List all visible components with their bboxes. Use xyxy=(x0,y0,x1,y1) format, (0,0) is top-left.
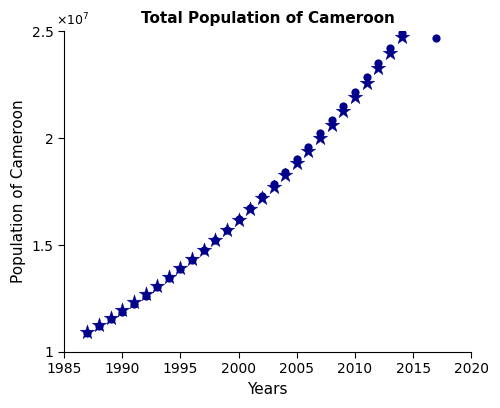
Point xyxy=(316,135,324,141)
Point xyxy=(362,74,370,81)
Point xyxy=(421,0,429,7)
Text: $\times$10$^7$: $\times$10$^7$ xyxy=(56,12,90,28)
Title: Total Population of Cameroon: Total Population of Cameroon xyxy=(141,11,395,26)
Point xyxy=(234,215,242,222)
Point xyxy=(316,130,324,137)
Point xyxy=(118,307,126,313)
Point xyxy=(165,275,173,282)
Point xyxy=(142,293,150,299)
Point xyxy=(212,237,220,243)
Point xyxy=(246,204,254,211)
Point xyxy=(386,49,394,56)
Point xyxy=(142,291,150,297)
Point xyxy=(328,122,336,128)
Point xyxy=(304,147,312,154)
Point xyxy=(212,237,220,243)
Point xyxy=(165,274,173,281)
Point xyxy=(432,35,440,42)
Point xyxy=(153,283,161,289)
Point xyxy=(234,217,242,223)
Point xyxy=(340,108,347,115)
Point xyxy=(351,89,359,95)
Point xyxy=(421,0,429,5)
Point xyxy=(258,195,266,202)
Point xyxy=(130,301,138,307)
Point xyxy=(340,103,347,109)
Point xyxy=(362,80,370,86)
Point xyxy=(258,193,266,200)
Point xyxy=(188,257,196,263)
Y-axis label: Population of Cameroon: Population of Cameroon xyxy=(11,100,26,284)
Point xyxy=(176,266,184,273)
Point xyxy=(328,117,336,123)
Point xyxy=(374,65,382,71)
Point xyxy=(304,143,312,150)
Point xyxy=(293,160,301,166)
Point xyxy=(270,184,278,190)
X-axis label: Years: Years xyxy=(248,382,288,397)
Point xyxy=(95,323,103,330)
Point xyxy=(176,265,184,272)
Point xyxy=(223,226,231,233)
Point xyxy=(223,227,231,233)
Point xyxy=(386,44,394,51)
Point xyxy=(293,156,301,163)
Point xyxy=(200,247,207,253)
Point xyxy=(281,169,289,175)
Point xyxy=(84,329,92,336)
Point xyxy=(281,172,289,178)
Point xyxy=(118,308,126,315)
Point xyxy=(200,246,207,253)
Point xyxy=(409,14,417,20)
Point xyxy=(95,322,103,328)
Point xyxy=(84,330,92,337)
Point xyxy=(398,29,406,36)
Point xyxy=(246,206,254,212)
Point xyxy=(106,315,114,321)
Point xyxy=(270,181,278,188)
Point xyxy=(351,94,359,100)
Point xyxy=(153,284,161,290)
Point xyxy=(374,60,382,66)
Point xyxy=(106,316,114,322)
Point xyxy=(409,17,417,24)
Point xyxy=(398,33,406,40)
Point xyxy=(188,256,196,262)
Point xyxy=(130,299,138,306)
